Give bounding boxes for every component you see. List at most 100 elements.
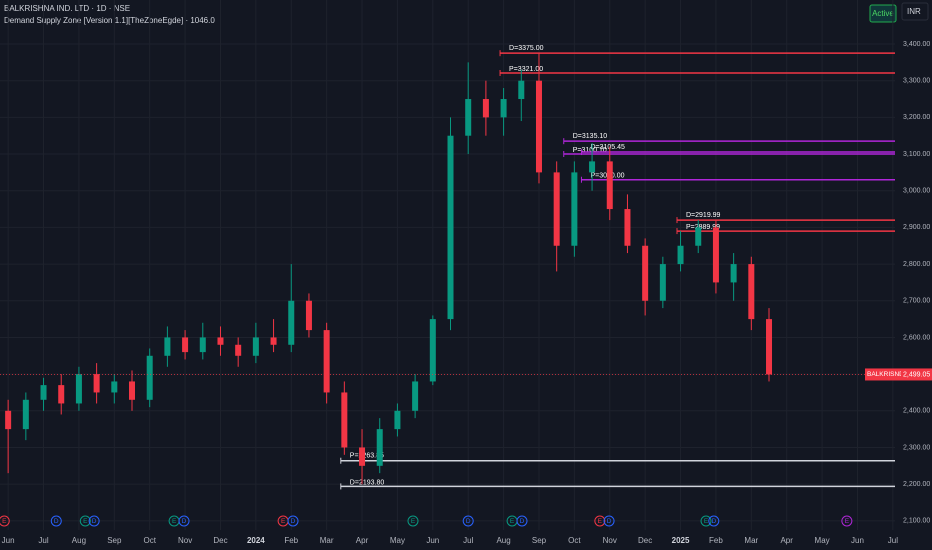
- x-tick-label: Apr: [780, 536, 793, 545]
- candle-body: [571, 172, 578, 246]
- x-tick-label: Jul: [463, 536, 473, 545]
- x-tick-label: Jul: [38, 536, 48, 545]
- status-badge[interactable]: [869, 4, 897, 23]
- event-label[interactable]: D: [92, 518, 97, 525]
- event-label[interactable]: D: [711, 518, 716, 525]
- candle-body: [217, 337, 224, 345]
- candle-body: [589, 161, 596, 173]
- y-tick-label: 2,400.00: [903, 408, 930, 415]
- candle-body: [58, 385, 65, 404]
- status-text[interactable]: Active: [872, 9, 894, 18]
- candle-body: [40, 385, 47, 400]
- x-tick-label: Nov: [178, 536, 192, 545]
- candle-body: [748, 264, 755, 320]
- candle-body: [677, 245, 684, 265]
- candle-body: [199, 337, 206, 353]
- event-label[interactable]: D: [182, 518, 187, 525]
- x-tick-label: Jun: [426, 536, 439, 545]
- x-tick-label: Apr: [356, 536, 369, 545]
- currency-badge[interactable]: [901, 2, 929, 21]
- event-label[interactable]: D: [607, 518, 612, 525]
- candle-body: [111, 381, 118, 393]
- symbol-tag: [865, 368, 901, 381]
- event-marker[interactable]: [0, 515, 10, 527]
- event-marker[interactable]: [79, 515, 91, 527]
- candle-body: [624, 209, 631, 246]
- candle-body: [93, 374, 100, 393]
- candle-body: [75, 374, 82, 404]
- candle-body: [642, 245, 649, 301]
- event-marker[interactable]: [178, 515, 190, 527]
- event-label[interactable]: E: [281, 518, 286, 525]
- candle-body: [766, 319, 773, 375]
- candle-body: [270, 337, 277, 345]
- x-tick-label: Feb: [709, 536, 723, 545]
- candle-body: [252, 337, 259, 356]
- zone-label: D=3135.10: [573, 133, 608, 140]
- event-marker[interactable]: [700, 515, 712, 527]
- candle-body: [359, 447, 366, 466]
- event-label[interactable]: E: [845, 518, 850, 525]
- x-tick-label: Aug: [72, 536, 86, 545]
- x-tick-label: Sep: [532, 536, 547, 545]
- event-marker[interactable]: [708, 515, 720, 527]
- zone-label: P=3321.00: [509, 66, 543, 73]
- event-marker[interactable]: [462, 515, 474, 527]
- y-tick-label: 3,300.00: [903, 78, 930, 85]
- event-marker[interactable]: [516, 515, 528, 527]
- x-tick-label: Oct: [143, 536, 156, 545]
- zone-label: D=2919.99: [686, 212, 721, 219]
- event-marker[interactable]: [841, 515, 853, 527]
- candle-body: [164, 337, 171, 356]
- y-tick-label: 3,100.00: [903, 151, 930, 158]
- x-tick-label: Aug: [496, 536, 510, 545]
- candle-body: [412, 381, 419, 411]
- x-tick-label: May: [815, 536, 830, 545]
- event-marker[interactable]: [594, 515, 606, 527]
- event-label[interactable]: D: [54, 518, 59, 525]
- x-tick-label: May: [390, 536, 405, 545]
- event-label[interactable]: D: [520, 518, 525, 525]
- zone-label: P=2889.99: [686, 224, 720, 231]
- chart-subtitle: Demand Supply Zone [Version 1.1][TheZone…: [4, 16, 215, 25]
- candle-body: [305, 300, 312, 331]
- event-marker[interactable]: [50, 515, 62, 527]
- y-tick-label: 2,600.00: [903, 334, 930, 341]
- y-tick-label: 3,000.00: [903, 188, 930, 195]
- candle-body: [129, 381, 136, 400]
- event-label[interactable]: D: [291, 518, 296, 525]
- zone-label: D=3105.45: [590, 144, 625, 151]
- x-tick-label: Jun: [2, 536, 15, 545]
- event-marker[interactable]: [407, 515, 419, 527]
- candle-body: [182, 337, 189, 353]
- x-tick-label: Mar: [320, 536, 334, 545]
- currency-text[interactable]: INR: [907, 7, 921, 16]
- candle-body: [288, 300, 295, 345]
- event-label[interactable]: E: [83, 518, 88, 525]
- x-tick-label: Jun: [851, 536, 864, 545]
- price-label: 2,499.05: [903, 371, 930, 378]
- candle-body: [146, 355, 153, 400]
- event-label[interactable]: E: [510, 518, 515, 525]
- event-marker[interactable]: [287, 515, 299, 527]
- zone-label: D=2193.80: [350, 479, 385, 486]
- event-label[interactable]: E: [172, 518, 177, 525]
- candle-body: [553, 172, 560, 246]
- candle-body: [5, 410, 12, 430]
- y-tick-label: 2,900.00: [903, 224, 930, 231]
- x-tick-label: Dec: [213, 536, 227, 545]
- event-label[interactable]: E: [2, 518, 7, 525]
- event-label[interactable]: E: [704, 518, 709, 525]
- x-tick-label: Feb: [284, 536, 298, 545]
- candle-body: [323, 330, 330, 393]
- event-marker[interactable]: [603, 515, 615, 527]
- candle-body: [500, 99, 507, 118]
- event-label[interactable]: D: [466, 518, 471, 525]
- x-tick-label: Sep: [107, 536, 122, 545]
- event-label[interactable]: E: [598, 518, 603, 525]
- event-marker[interactable]: [88, 515, 100, 527]
- event-label[interactable]: E: [411, 518, 416, 525]
- y-tick-label: 3,400.00: [903, 41, 930, 48]
